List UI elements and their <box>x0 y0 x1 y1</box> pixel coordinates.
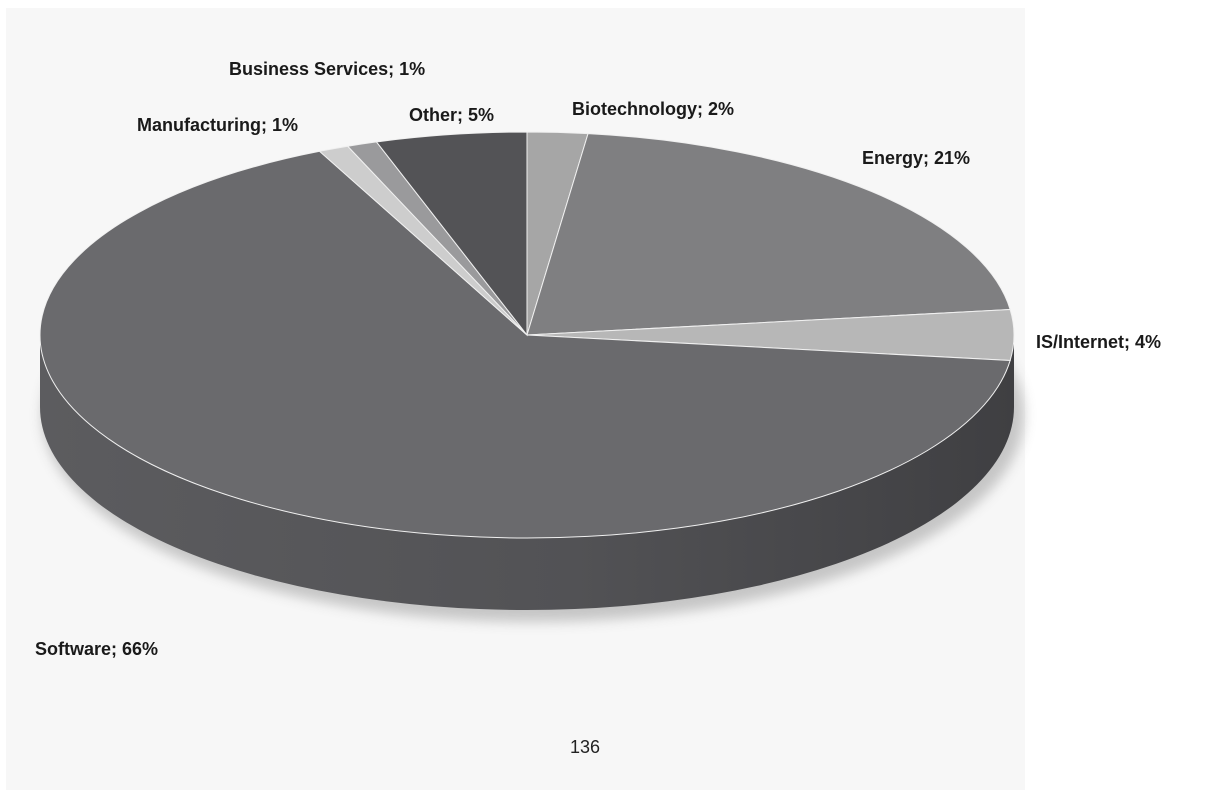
label-manufacturing: Manufacturing; 1% <box>137 115 298 135</box>
label-software: Software; 66% <box>35 639 158 659</box>
label-is-internet: IS/Internet; 4% <box>1036 332 1161 352</box>
label-other: Other; 5% <box>409 105 494 125</box>
pie-slice-energy <box>526 133 1011 336</box>
pie-slice-other <box>375 131 528 337</box>
label-business-services: Business Services; 1% <box>229 59 425 79</box>
pie-slice-software <box>39 150 1011 539</box>
page-number: 136 <box>569 737 601 757</box>
label-energy: Energy; 21% <box>862 148 970 168</box>
label-biotechnology: Biotechnology; 2% <box>572 99 734 119</box>
pie-rim <box>40 335 1014 610</box>
